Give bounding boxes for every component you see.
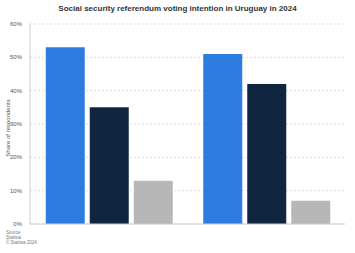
html-text:Social security referendum vot: Social security referendum voting intent… bbox=[58, 4, 297, 13]
svg-text:0%: 0% bbox=[13, 221, 22, 227]
html-text:Source: Source bbox=[6, 230, 21, 235]
svg-text:20%: 20% bbox=[10, 154, 23, 160]
svg-text:30%: 30% bbox=[10, 121, 23, 127]
html-text:Statista: Statista bbox=[6, 235, 21, 240]
svg-text:10%: 10% bbox=[10, 188, 23, 194]
html-text:Share of respondents: Share of respondents bbox=[5, 99, 11, 157]
svg-text:40%: 40% bbox=[10, 88, 23, 94]
svg-text:60%: 60% bbox=[10, 21, 23, 27]
html-text:© Statista 2024: © Statista 2024 bbox=[6, 240, 37, 245]
svg-text:50%: 50% bbox=[10, 54, 23, 60]
